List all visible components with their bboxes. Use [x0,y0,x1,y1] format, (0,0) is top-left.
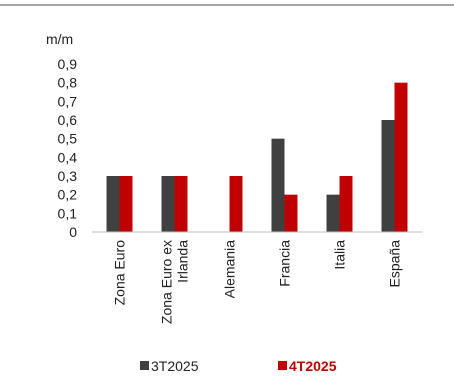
legend-swatch [140,361,149,370]
bar-4T2025 [284,194,298,232]
x-category-label: Zona Euro [112,240,128,306]
bar-3T2025 [271,138,285,232]
bar-4T2025 [339,176,353,232]
category-labels: Zona Euro Zona Euro exIrlanda Alemania Fran… [112,240,403,324]
legend-swatch [278,361,287,370]
x-category-label-line: Irlanda [175,240,191,283]
x-category-label: Francia [277,240,293,287]
x-category-label: Alemania [222,240,238,299]
x-category-label-line: Zona Euro [112,240,128,306]
bar-3T2025 [161,176,175,232]
y-tick-label: 0,3 [58,168,78,184]
x-category-label-line: Zona Euro ex [159,240,175,324]
bars [106,82,408,233]
bar-4T2025 [229,176,243,232]
x-category-label-line: España [387,240,403,288]
y-tick-label: 0,5 [58,131,78,147]
legend-label: 3T2025 [151,358,199,374]
legend-label: 4T2025 [289,358,337,374]
x-category-label-line: Italia [332,240,348,270]
legend: 3T2025 4T2025 [140,358,337,374]
y-tick-label: 0,6 [58,112,78,128]
bar-4T2025 [394,82,408,233]
x-category-label: Italia [332,240,348,270]
y-tick-label: 0,2 [58,187,78,203]
unit-label: m/m [46,31,73,47]
x-category-label-line: Alemania [222,240,238,299]
y-tick-label: 0 [69,224,77,240]
y-tick-label: 0,8 [58,75,78,91]
y-tick-label: 0,1 [58,205,78,221]
x-category-label: Zona Euro exIrlanda [159,240,191,324]
bar-3T2025 [381,120,395,232]
y-tick-label: 0,7 [58,93,78,109]
bar-3T2025 [326,194,340,232]
bar-4T2025 [119,176,133,232]
y-tick-label: 0,9 [58,56,78,72]
bar-4T2025 [174,176,188,232]
y-tick-label: 0,4 [58,149,78,165]
y-axis-ticks: 0 0,1 0,2 0,3 0,4 0,5 0,6 0,7 0,8 0,9 [58,56,78,240]
bar-3T2025 [106,176,120,232]
x-category-label-line: Francia [277,240,293,287]
x-category-label: España [387,240,403,288]
